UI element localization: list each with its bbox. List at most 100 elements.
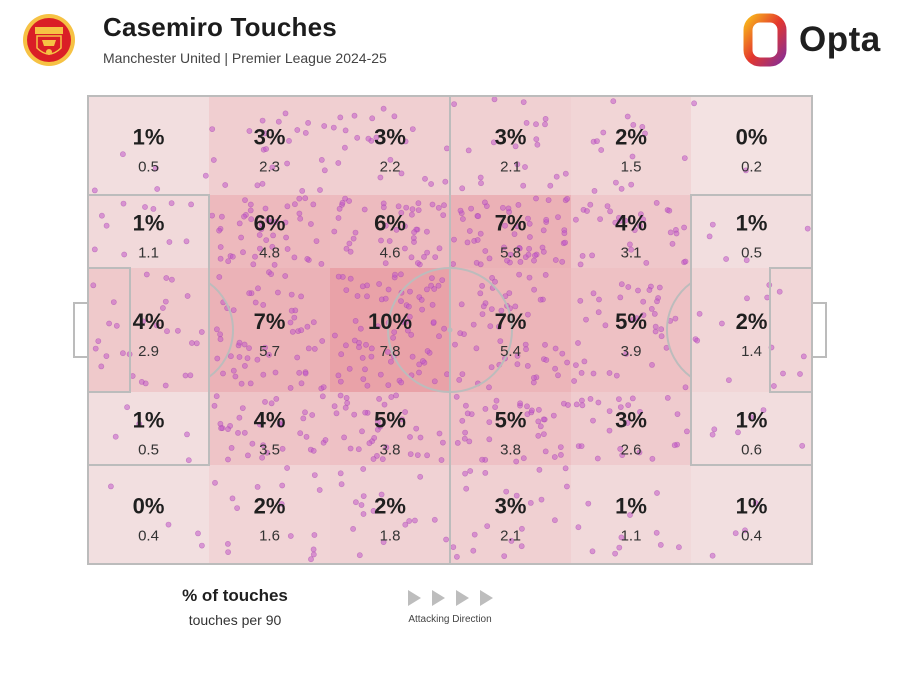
touch-point xyxy=(557,444,564,450)
touch-point xyxy=(616,544,623,551)
touch-point xyxy=(391,113,398,120)
touch-point xyxy=(410,235,417,241)
touch-point xyxy=(423,286,430,293)
touch-point xyxy=(402,409,408,415)
touch-point xyxy=(562,465,569,472)
touch-point xyxy=(311,345,318,352)
touch-point xyxy=(264,216,271,223)
touch-point xyxy=(487,323,494,330)
touch-point xyxy=(162,298,169,305)
touch-point xyxy=(624,113,631,120)
zone-touch-percent: 4% xyxy=(615,211,647,236)
touch-point xyxy=(259,454,265,461)
touch-point xyxy=(484,523,491,529)
touch-point xyxy=(302,129,309,136)
right-goal xyxy=(811,302,827,358)
touch-point xyxy=(606,427,613,434)
touch-point xyxy=(594,455,601,462)
touch-point xyxy=(681,155,688,161)
zone-touches-per90: 5.7 xyxy=(259,343,280,360)
touch-point xyxy=(120,350,126,357)
touch-point xyxy=(457,330,464,337)
touch-point xyxy=(771,383,777,389)
touch-point xyxy=(466,438,473,445)
touch-point xyxy=(263,146,269,152)
touch-point xyxy=(282,273,289,279)
touch-point xyxy=(436,430,443,437)
touch-point xyxy=(303,433,310,440)
zone-touch-percent: 1% xyxy=(736,494,768,519)
touch-point xyxy=(362,366,368,373)
touch-point xyxy=(99,212,105,219)
touch-point xyxy=(536,466,543,473)
touch-point xyxy=(108,483,114,490)
touch-point xyxy=(185,457,192,464)
touch-point xyxy=(377,371,384,378)
touch-point xyxy=(630,122,637,128)
touch-point xyxy=(481,199,488,206)
touch-point xyxy=(479,311,486,317)
touch-point xyxy=(299,187,306,194)
touch-point xyxy=(382,222,389,229)
touch-point xyxy=(240,249,246,256)
touch-point xyxy=(409,206,416,213)
touch-point xyxy=(430,319,437,325)
touch-point xyxy=(684,428,690,435)
touch-point xyxy=(286,137,292,144)
touch-point xyxy=(666,207,673,214)
zone-touches-per90: 2.1 xyxy=(500,159,521,176)
touch-point xyxy=(428,275,435,281)
touch-point xyxy=(288,307,295,314)
heatmap-cell xyxy=(209,268,330,392)
touch-point xyxy=(294,354,301,361)
touch-point xyxy=(342,342,349,349)
touch-point xyxy=(443,536,449,543)
touch-point xyxy=(187,372,194,379)
touch-point xyxy=(628,181,635,188)
touch-point xyxy=(409,126,416,133)
touch-point xyxy=(524,403,530,410)
touch-point xyxy=(387,156,394,163)
touch-point xyxy=(591,187,598,194)
touch-point xyxy=(552,365,558,372)
touch-point xyxy=(140,318,146,325)
touch-point xyxy=(498,307,505,314)
touch-point xyxy=(238,234,244,241)
heatmap-cell xyxy=(450,465,571,564)
touch-point xyxy=(625,284,632,290)
touch-point xyxy=(236,339,243,346)
touch-point xyxy=(393,226,400,233)
zone-touches-per90: 1.5 xyxy=(621,159,642,176)
touch-point xyxy=(310,319,317,326)
touch-point xyxy=(225,426,231,432)
touch-point xyxy=(120,200,127,207)
touch-point xyxy=(298,293,304,300)
touch-point xyxy=(456,376,463,383)
touch-point xyxy=(534,141,541,148)
zone-touches-per90: 3.1 xyxy=(621,245,642,262)
zone-touches-per90: 2.1 xyxy=(500,528,521,545)
touch-point xyxy=(159,305,166,311)
zone-touch-percent: 1% xyxy=(133,211,165,236)
touch-point xyxy=(529,407,535,414)
touch-point xyxy=(482,469,489,476)
touch-point xyxy=(638,211,644,218)
heatmap-cell xyxy=(691,465,812,564)
touch-point xyxy=(110,299,117,305)
touch-point xyxy=(188,201,194,208)
touch-point xyxy=(402,521,409,528)
zone-touches-per90: 0.5 xyxy=(138,442,159,459)
touch-point xyxy=(363,341,369,348)
heatmap-cell xyxy=(88,465,209,564)
touch-point xyxy=(462,402,469,409)
touch-point xyxy=(318,156,325,163)
touch-point xyxy=(486,419,493,425)
touch-point xyxy=(296,195,303,202)
touch-point xyxy=(527,234,533,240)
touch-point xyxy=(266,351,272,358)
touch-point xyxy=(600,129,607,136)
zone-touch-percent: 1% xyxy=(736,408,768,433)
touch-point xyxy=(335,372,342,379)
touch-point xyxy=(356,344,362,351)
touch-point xyxy=(168,200,175,207)
